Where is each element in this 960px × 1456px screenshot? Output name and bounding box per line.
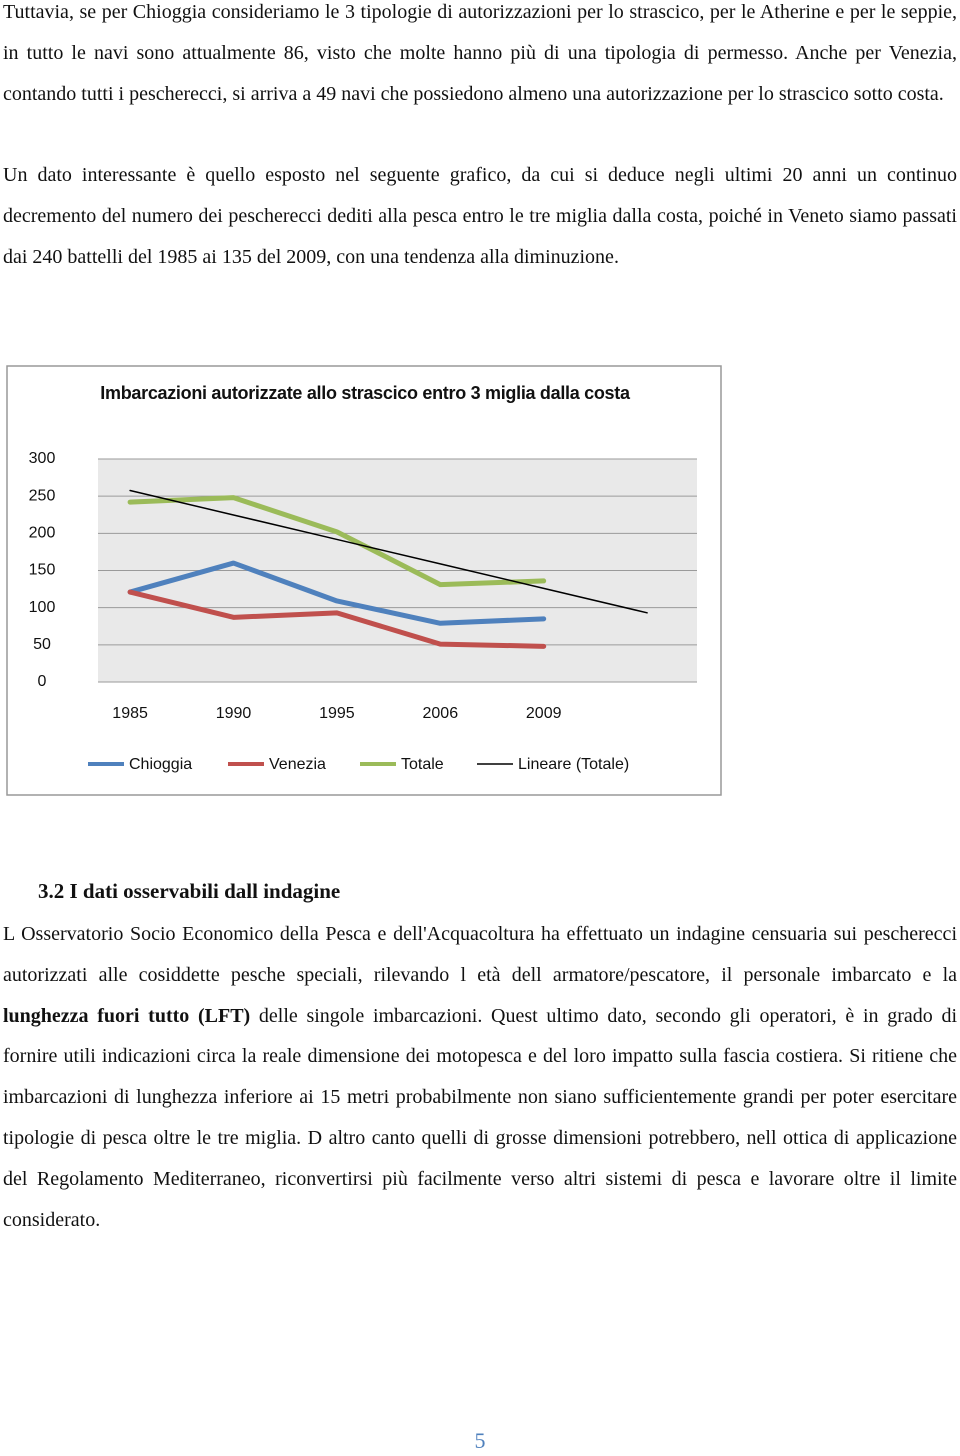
paragraph: Un dato interessante è quello esposto ne… (3, 164, 957, 268)
chart-title: Imbarcazioni autorizzate allo strascico … (100, 383, 630, 403)
text: L Osservatorio Socio Economico della Pes… (3, 923, 957, 986)
section-heading: 3.2 I dati osservabili dall indagine (38, 879, 341, 903)
x-tick-label: 2009 (526, 705, 562, 722)
y-tick-label: 300 (29, 450, 56, 467)
bold-text: lunghezza fuori tutto (LFT) (3, 1004, 251, 1027)
x-tick-label: 1985 (112, 705, 148, 722)
paragraph: L Osservatorio Socio Economico della Pes… (3, 914, 957, 1240)
x-tick-label: 2006 (423, 705, 459, 722)
legend-label: Totale (401, 756, 444, 773)
trend-line (129, 489, 648, 614)
y-tick-label: 0 (38, 673, 47, 690)
y-tick-label: 100 (29, 599, 56, 616)
page-number: 5 (474, 1428, 486, 1453)
y-tick-label: 150 (29, 562, 56, 579)
legend-label: Venezia (269, 756, 326, 773)
legend-label: Chioggia (129, 756, 192, 773)
legend-label: Lineare (Totale) (518, 756, 629, 773)
y-tick-label: 250 (29, 487, 56, 504)
paragraph: Tuttavia, se per Chioggia consideriamo l… (3, 1, 957, 105)
x-tick-label: 1995 (319, 705, 355, 722)
y-tick-label: 50 (33, 636, 51, 653)
x-tick-label: 1990 (216, 705, 252, 722)
series-line (127, 589, 547, 649)
text: delle singole imbarcazioni. Quest ultimo… (3, 1004, 958, 1231)
chart: 0 50 100 150 200 250 300 1985 1990 1995 2006 2009 Ch… (6, 365, 722, 796)
y-tick-label: 200 (29, 525, 56, 542)
series-line (127, 495, 547, 588)
series-line (127, 560, 547, 626)
